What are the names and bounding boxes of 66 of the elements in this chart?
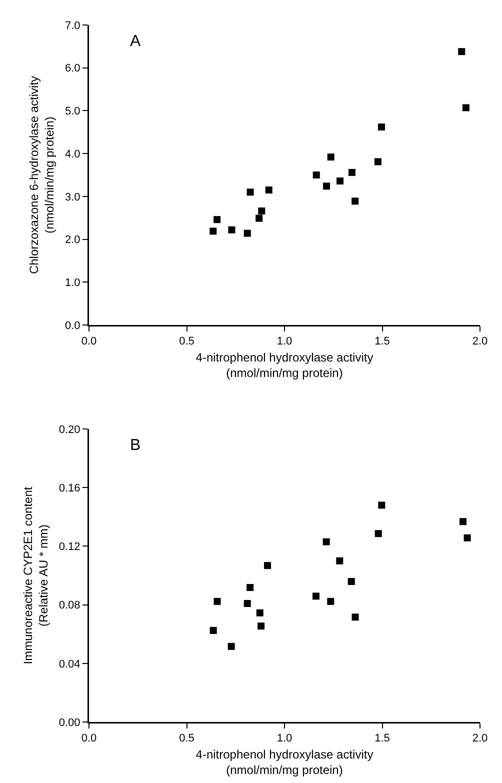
x-tick-label: 1.0	[276, 732, 292, 745]
y-tick-label: 0.16	[58, 482, 80, 494]
x-tick-label: 0.0	[81, 732, 97, 745]
y-tick-label: 0.20	[58, 424, 80, 436]
point	[327, 598, 334, 605]
x-axis-title: 4-nitrophenol hydroxylase activity (nmol/min/mg protein)	[196, 747, 374, 777]
y-tick-label: 2.0	[65, 234, 80, 246]
y-tick-label: 0.08	[58, 600, 80, 612]
text: A	[130, 33, 141, 50]
point	[258, 622, 265, 630]
text: B	[130, 437, 141, 454]
point	[214, 598, 221, 605]
point	[336, 557, 344, 564]
point	[228, 642, 235, 650]
point	[246, 584, 254, 592]
point	[458, 48, 466, 56]
point	[246, 188, 254, 196]
x-tick-label: 1.5	[374, 336, 390, 348]
x-tick-label: 2.0	[472, 336, 488, 348]
x-tick-label: 0.0	[81, 336, 97, 348]
x-tick-label: 1.5	[374, 732, 390, 745]
point	[378, 124, 385, 130]
point	[352, 614, 359, 621]
y-tick-label: 7.0	[65, 20, 80, 32]
y-tick-label: 0.04	[58, 658, 80, 670]
y-tick-label: 0.12	[58, 541, 80, 554]
point	[459, 518, 466, 526]
point	[244, 230, 251, 237]
point	[264, 562, 271, 570]
y-tick-label: 0.00	[58, 716, 80, 729]
point	[348, 578, 355, 586]
point	[322, 538, 330, 546]
y-tick-label: 0.0	[65, 320, 80, 332]
point	[256, 214, 263, 222]
point	[256, 609, 264, 616]
point	[352, 198, 359, 205]
point	[348, 168, 356, 176]
point	[214, 216, 221, 224]
point	[462, 104, 470, 112]
x-tick-label: 1.0	[276, 336, 292, 348]
point	[312, 172, 320, 178]
point	[323, 182, 330, 190]
point	[374, 530, 382, 538]
y-tick-label: 6.0	[65, 62, 80, 75]
point	[312, 592, 320, 600]
point	[210, 626, 217, 634]
point	[464, 534, 471, 542]
x-tick-label: 2.0	[472, 732, 488, 745]
y-tick-label: 1.0	[65, 276, 80, 289]
point	[244, 600, 251, 607]
y-axis-title: Chlorzoxazone 6-hydroxylase activity (nmol/min/mg protein)	[26, 76, 57, 274]
y-tick-label: 3.0	[65, 191, 80, 204]
y-axis-title: Immunoreactive CYP2E1 content (Relative AU * mm)	[20, 486, 50, 664]
x-tick-label: 0.5	[179, 732, 194, 745]
point	[374, 158, 382, 166]
x-axis-title: 4-nitrophenol hydroxylase activity (nmol/min/mg protein)	[196, 350, 374, 380]
point	[228, 226, 236, 234]
point	[327, 154, 334, 160]
point	[210, 228, 217, 235]
point	[258, 208, 266, 214]
y-tick-label: 5.0	[65, 106, 80, 118]
point	[378, 502, 386, 509]
x-tick-label: 0.5	[179, 336, 194, 348]
point	[336, 178, 344, 184]
point	[265, 186, 272, 194]
y-tick-label: 4.0	[65, 148, 80, 160]
